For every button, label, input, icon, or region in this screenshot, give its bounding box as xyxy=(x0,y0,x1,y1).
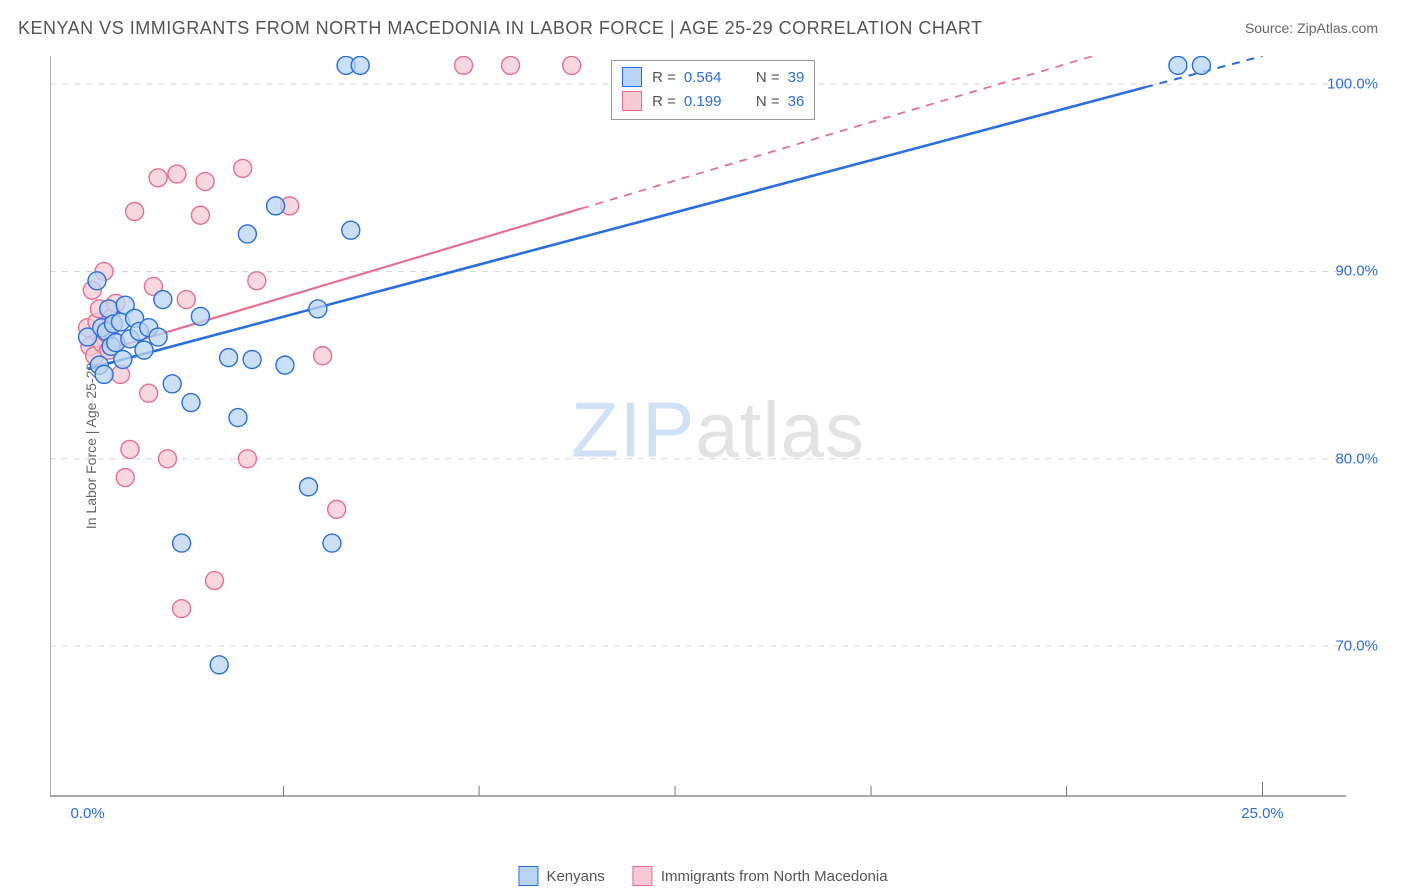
r-value: 0.199 xyxy=(684,93,738,110)
series-legend: Kenyans Immigrants from North Macedonia xyxy=(518,866,887,886)
y-tick-label: 100.0% xyxy=(1327,76,1378,93)
correlation-legend-row: R = 0.564 N = 39 xyxy=(622,65,804,89)
n-value: 39 xyxy=(788,69,805,86)
n-label: N = xyxy=(756,69,780,86)
y-tick-label: 70.0% xyxy=(1335,638,1378,655)
source-value: ZipAtlas.com xyxy=(1297,20,1378,36)
legend-label: Kenyans xyxy=(546,868,604,885)
legend-item-kenyans: Kenyans xyxy=(518,866,604,886)
y-tick-label: 80.0% xyxy=(1335,450,1378,467)
plot-area: 70.0% 80.0% 90.0% 100.0% 0.0% 25.0% R = 0.564 N … xyxy=(50,56,1386,836)
chart-title: KENYAN VS IMMIGRANTS FROM NORTH MACEDONI… xyxy=(18,18,983,39)
legend-swatch-icon xyxy=(633,866,653,886)
legend-swatch-icon xyxy=(518,866,538,886)
x-tick-label: 0.0% xyxy=(70,805,104,822)
legend-swatch-icon xyxy=(622,67,642,87)
n-label: N = xyxy=(756,93,780,110)
legend-item-north-macedonia: Immigrants from North Macedonia xyxy=(633,866,888,886)
r-label: R = xyxy=(652,69,676,86)
chart-container: KENYAN VS IMMIGRANTS FROM NORTH MACEDONI… xyxy=(0,0,1406,892)
x-tick-label: 25.0% xyxy=(1241,805,1284,822)
r-label: R = xyxy=(652,93,676,110)
y-tick-label: 90.0% xyxy=(1335,263,1378,280)
source-attribution: Source: ZipAtlas.com xyxy=(1245,20,1378,36)
r-value: 0.564 xyxy=(684,69,738,86)
correlation-legend: R = 0.564 N = 39 R = 0.199 N = 36 xyxy=(611,60,815,120)
legend-label: Immigrants from North Macedonia xyxy=(661,868,888,885)
chart-svg xyxy=(50,56,1386,836)
source-label: Source: xyxy=(1245,20,1297,36)
n-value: 36 xyxy=(788,93,805,110)
legend-swatch-icon xyxy=(622,91,642,111)
correlation-legend-row: R = 0.199 N = 36 xyxy=(622,89,804,113)
